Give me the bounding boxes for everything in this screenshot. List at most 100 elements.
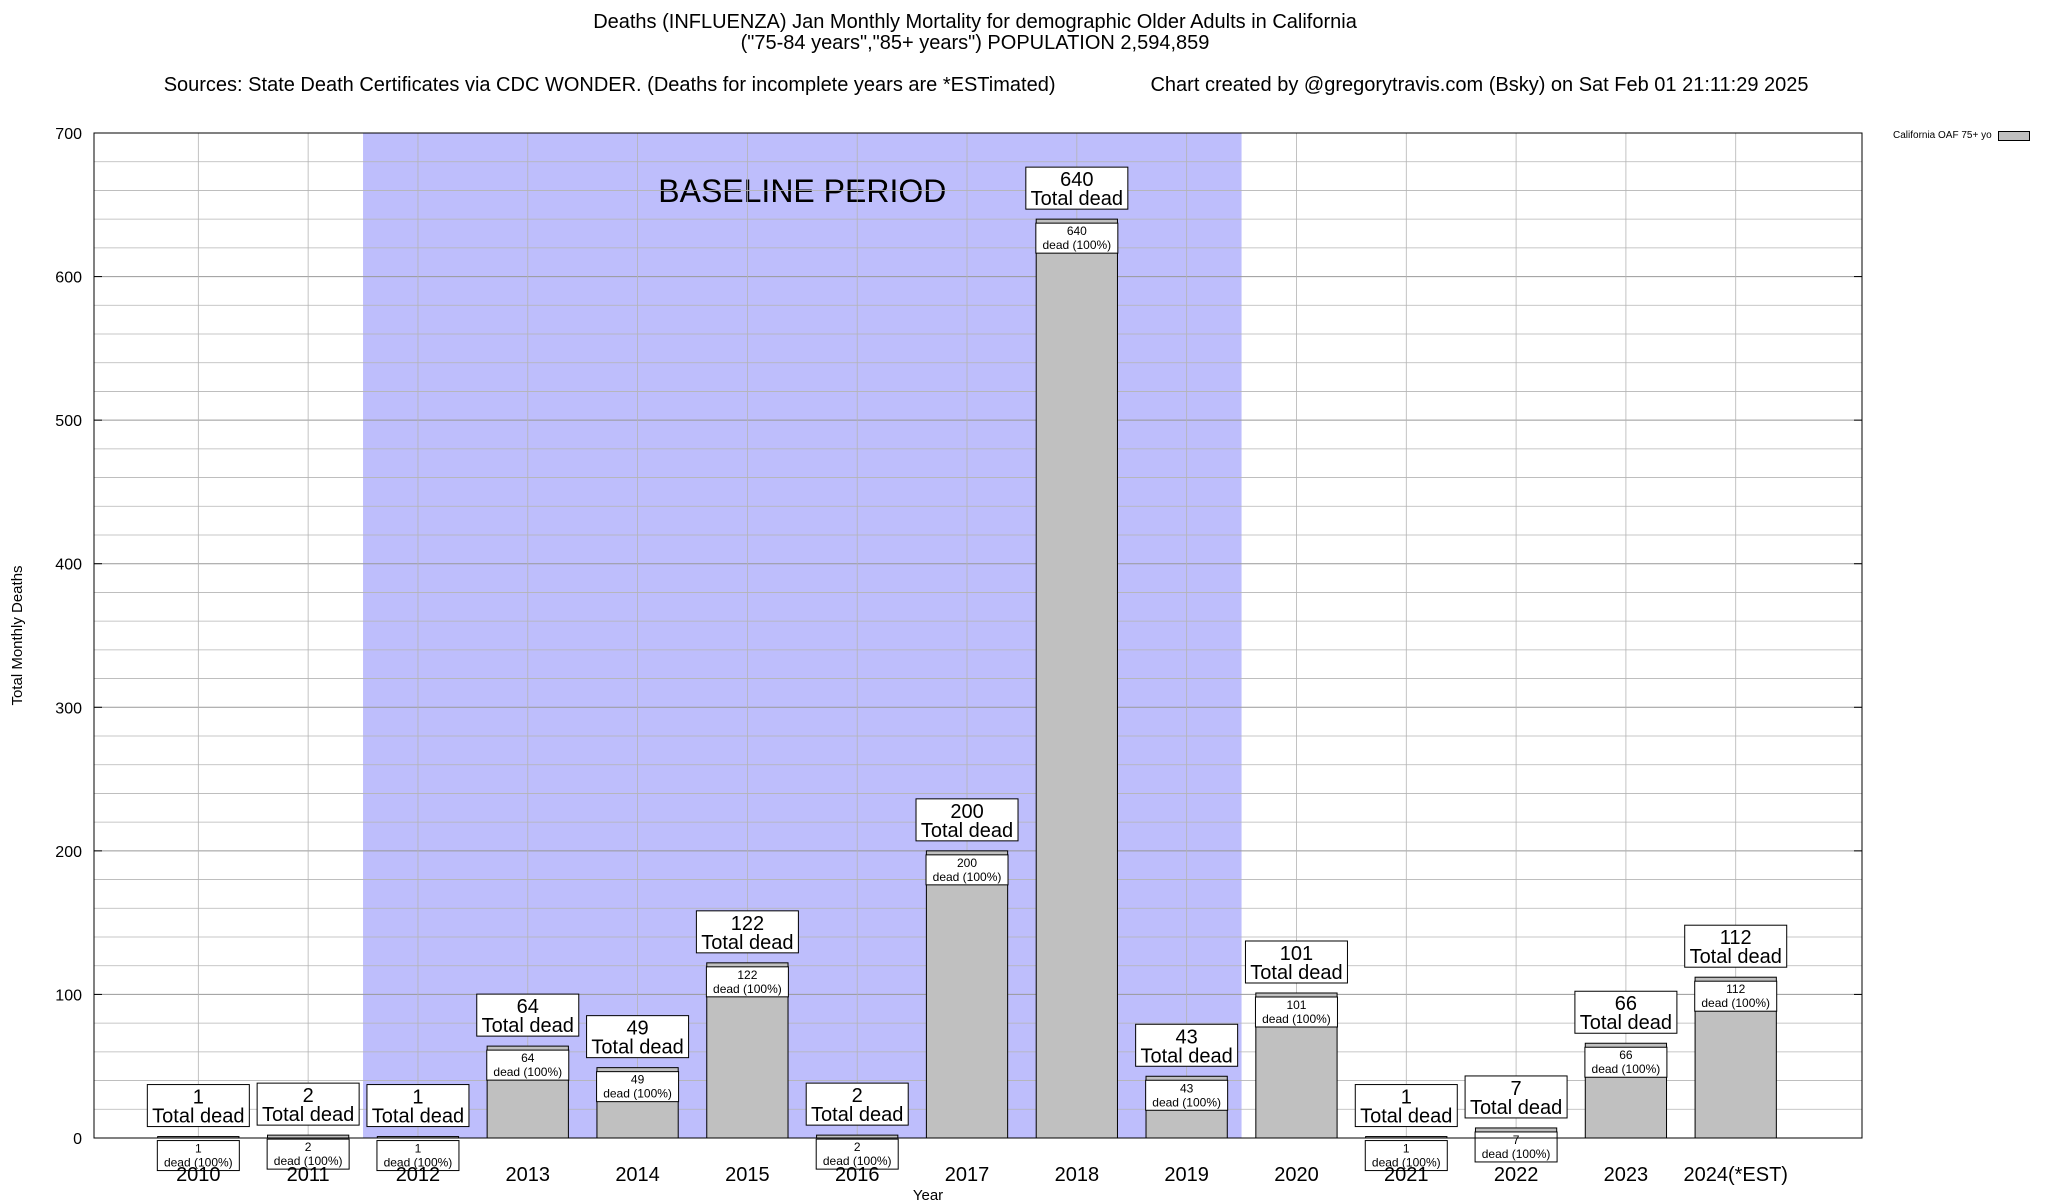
chart-sources: Sources: State Death Certificates via CD… <box>163 74 1056 96</box>
bar-inner-label: dead (100%) <box>933 870 1002 884</box>
bar-inner-label: dead (100%) <box>823 1154 892 1168</box>
bar-value-label: 43 <box>1176 1026 1198 1048</box>
bar-inner-label-box <box>156 1140 240 1172</box>
x-tick-label: 2013 <box>506 1164 551 1186</box>
bar-inner-label-box <box>925 854 1009 886</box>
bar-total-label: Total dead <box>921 820 1013 842</box>
bar-total-label: Total dead <box>152 1106 244 1128</box>
bar-total-label: Total dead <box>1580 1012 1672 1034</box>
bar-inner-label: dead (100%) <box>1042 238 1111 252</box>
bar-inner-value: 2 <box>305 1140 312 1154</box>
chart-title-block: Deaths (INFLUENZA) Jan Monthly Mortality… <box>0 12 1950 117</box>
y-tick-label: 300 <box>55 700 82 717</box>
bar <box>925 850 1009 1139</box>
x-tick-label: 2017 <box>945 1164 990 1186</box>
bar-inner-label: dead (100%) <box>493 1065 562 1079</box>
bar-inner-label: dead (100%) <box>603 1087 672 1101</box>
bar-value-label: 2 <box>852 1085 863 1107</box>
bar-total-label: Total dead <box>591 1037 683 1059</box>
bar-inner-label-box <box>815 1138 899 1170</box>
bar-total-label: Total dead <box>372 1106 464 1128</box>
bar-inner-label-box <box>596 1071 680 1103</box>
bar-total-label: Total dead <box>1470 1097 1562 1119</box>
y-axis-label: Total Monthly Deaths <box>9 565 26 705</box>
x-axis-label: Year <box>913 1187 943 1200</box>
bar-value-label: 112 <box>1720 927 1752 949</box>
x-tick-label: 2023 <box>1604 1164 1649 1186</box>
bar-value-label: 49 <box>626 1018 648 1040</box>
x-tick-label: 2016 <box>835 1164 880 1186</box>
bar-total-label: Total dead <box>1031 188 1123 210</box>
bar-value-label: 7 <box>1511 1078 1522 1100</box>
bar-total-label: Total dead <box>482 1015 574 1037</box>
bar-inner-label-box <box>486 1049 570 1081</box>
bar-top-label-box <box>1684 924 1788 968</box>
bar-inner-label-box <box>376 1140 460 1172</box>
bar-top-label-box <box>1025 166 1129 210</box>
bar-inner-value: 49 <box>631 1073 645 1087</box>
bar-inner-label-box <box>1364 1140 1448 1172</box>
bar-inner-value: 7 <box>1513 1133 1520 1147</box>
bar-value-label: 122 <box>731 913 764 935</box>
bar-top-label-box <box>1354 1084 1458 1128</box>
bar-top-label-box <box>1135 1023 1239 1067</box>
bar-total-label: Total dead <box>262 1104 354 1126</box>
y-tick-label: 500 <box>55 413 82 430</box>
bar-total-label: Total dead <box>811 1104 903 1126</box>
bar-total-label: Total dead <box>1250 962 1342 984</box>
bar-inner-label: dead (100%) <box>713 982 782 996</box>
bar-top-label-box <box>695 910 799 954</box>
bar-top-label-box <box>1574 990 1678 1034</box>
baseline-label: BASELINE PERIOD <box>658 173 946 209</box>
chart-subtitle: ("75-84 years","85+ years") POPULATION 2… <box>740 32 1210 54</box>
bar-inner-value: 2 <box>854 1140 861 1154</box>
bar-inner-label: dead (100%) <box>164 1156 233 1170</box>
bar-total-label: Total dead <box>1140 1045 1232 1067</box>
bar-value-label: 640 <box>1060 169 1093 191</box>
bar-inner-label-box <box>1474 1131 1558 1163</box>
y-tick-label: 100 <box>55 987 82 1004</box>
bar-total-label: Total dead <box>701 932 793 954</box>
y-tick-label: 400 <box>55 557 82 574</box>
bar-inner-label: dead (100%) <box>384 1156 453 1170</box>
x-tick-label: 2014 <box>615 1164 660 1186</box>
bar-value-label: 2 <box>303 1085 314 1107</box>
bar-inner-label-box <box>705 966 789 998</box>
bar-inner-label: dead (100%) <box>1482 1147 1551 1161</box>
legend-swatch <box>1997 130 2030 141</box>
bar <box>1035 218 1118 1139</box>
bar-inner-value: 66 <box>1619 1048 1633 1062</box>
bar-inner-label-box <box>1694 980 1778 1012</box>
bar-inner-label-box <box>1145 1079 1229 1111</box>
bar-value-label: 200 <box>950 801 983 823</box>
bar-inner-label: dead (100%) <box>1152 1095 1221 1109</box>
bar-top-label-box <box>586 1015 690 1059</box>
bar-inner-label-box <box>1584 1046 1668 1078</box>
bar-inner-value: 640 <box>1067 224 1087 238</box>
x-tick-label: 2020 <box>1274 1164 1319 1186</box>
bar-inner-value: 64 <box>521 1051 535 1065</box>
bar-top-label-box <box>256 1082 360 1126</box>
bar-inner-label: dead (100%) <box>274 1154 343 1168</box>
bar-value-label: 1 <box>193 1087 204 1109</box>
bar-top-label-box <box>1244 940 1348 984</box>
x-tick-label: 2019 <box>1164 1164 1209 1186</box>
bar-inner-value: 122 <box>737 968 757 982</box>
x-tick-label: 2010 <box>176 1164 221 1186</box>
chart-credit: Chart created by @gregorytravis.com (Bsk… <box>1150 74 1809 96</box>
bar-inner-label-box <box>1254 996 1338 1028</box>
bar-inner-value: 200 <box>957 856 977 870</box>
y-tick-label: 0 <box>73 1131 82 1148</box>
y-tick-label: 700 <box>55 126 82 143</box>
bar-inner-label-box <box>1035 222 1119 254</box>
chart-title: Deaths (INFLUENZA) Jan Monthly Mortality… <box>593 11 1357 33</box>
bar-inner-value: 112 <box>1726 982 1745 996</box>
bar-inner-value: 101 <box>1286 998 1306 1012</box>
legend-label: California OAF 75+ yo <box>1893 130 1992 141</box>
bar-inner-value: 1 <box>1403 1142 1410 1156</box>
chart-sources-line: Sources: State Death Certificates via CD… <box>0 54 1950 117</box>
y-tick-label: 200 <box>55 844 82 861</box>
x-tick-label: 2022 <box>1494 1164 1539 1186</box>
y-tick-label: 600 <box>55 270 82 287</box>
